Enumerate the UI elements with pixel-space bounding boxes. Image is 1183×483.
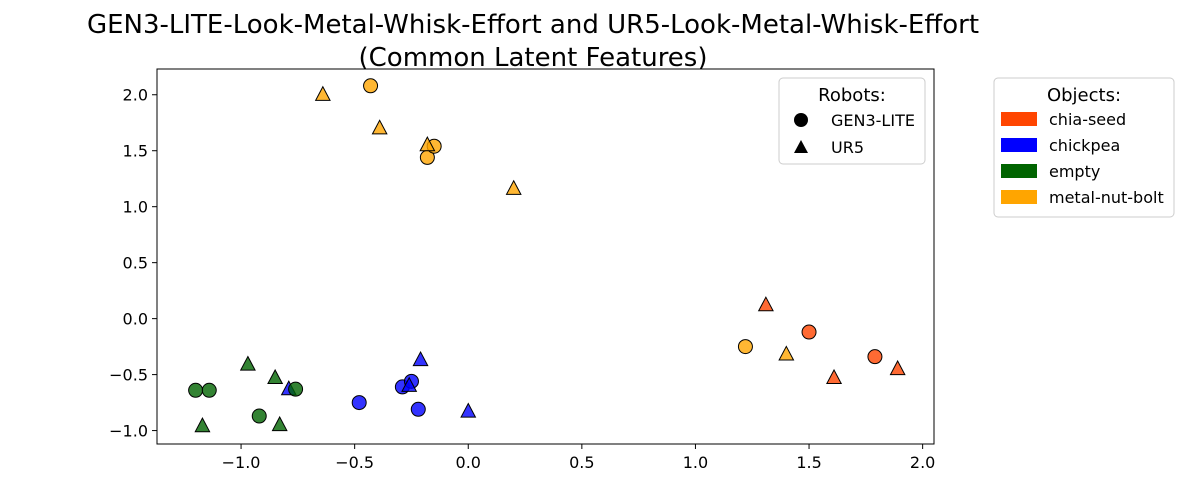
legend-swatch-chickpea [1001,138,1037,152]
y-axis: −1.0 −0.5 0.0 0.5 1.0 1.5 2.0 [109,86,157,441]
point-chia-seed-ur5 [889,359,906,376]
legend-swatch-metal-nut-bolt [1001,190,1037,204]
point-metal-nut-bolt-ur5 [371,119,388,135]
y-tick-label: 1.5 [123,142,148,161]
point-metal-nut-bolt-gen3-lite [363,78,379,94]
objects-legend-title: Objects: [1047,85,1121,106]
point-chia-seed-ur5 [826,368,843,385]
x-tick-label: −1.0 [222,453,261,472]
point-empty-gen3-lite [201,382,217,398]
legend-triangle-marker [794,140,808,153]
data-points [188,78,906,433]
robots-legend: Robots: GEN3-LITE UR5 [778,77,926,165]
point-chickpea-ur5 [401,376,418,392]
x-tick-label: 0.5 [569,453,594,472]
y-tick-label: 0.0 [123,310,148,329]
point-empty-gen3-lite [251,408,267,424]
legend-entry-gen3-lite: GEN3-LITE [831,111,915,130]
legend-circle-marker [794,113,808,127]
chart-title: GEN3-LITE-Look-Metal-Whisk-Effort and UR… [87,10,979,40]
legend-entry-chia-seed: chia-seed [1049,110,1126,129]
y-tick-label: 2.0 [123,86,148,105]
robots-legend-title: Robots: [818,85,886,106]
y-tick-label: 1.0 [123,198,148,217]
plot-area-frame [156,68,935,445]
point-empty-ur5 [239,355,256,371]
x-tick-label: 0.0 [456,453,481,472]
x-tick-label: 2.0 [910,453,935,472]
point-chickpea-gen3-lite [410,401,426,417]
legend-entry-metal-nut-bolt: metal-nut-bolt [1049,188,1164,207]
point-metal-nut-bolt-ur5 [314,85,331,101]
point-chickpea-ur5 [412,350,429,367]
x-tick-label: −0.5 [335,453,374,472]
point-metal-nut-bolt-ur5 [778,345,795,361]
legend-entry-ur5: UR5 [831,138,864,157]
legend-entry-empty: empty [1049,162,1100,181]
point-metal-nut-bolt-ur5 [505,179,522,195]
point-metal-nut-bolt-ur5 [419,136,436,152]
x-tick-label: 1.0 [683,453,708,472]
point-chia-seed-ur5 [757,296,774,312]
y-tick-label: −0.5 [109,366,148,385]
point-empty-ur5 [271,415,288,432]
point-metal-nut-bolt-gen3-lite [737,339,753,355]
objects-legend-frame [993,77,1175,218]
point-empty-gen3-lite [288,381,304,397]
point-empty-ur5 [267,368,284,385]
y-tick-label: −1.0 [109,422,148,441]
legend-swatch-chia-seed [1001,112,1037,126]
point-chickpea-gen3-lite [351,395,367,411]
point-empty-gen3-lite [188,382,204,398]
legend-entry-chickpea: chickpea [1049,136,1120,155]
point-chickpea-ur5 [460,402,477,418]
point-chia-seed-gen3-lite [867,349,883,365]
x-tick-label: 1.5 [796,453,821,472]
x-axis: −1.0 −0.5 0.0 0.5 1.0 1.5 2.0 [222,444,935,472]
y-tick-label: 0.5 [123,254,148,273]
objects-legend: Objects: chia-seed chickpea empty metal-nut… [993,77,1175,218]
robots-legend-frame [778,77,926,165]
point-empty-ur5 [194,417,211,433]
legend-swatch-empty [1001,164,1037,178]
point-chia-seed-gen3-lite [801,324,817,340]
chart-subtitle: (Common Latent Features) [359,43,708,73]
